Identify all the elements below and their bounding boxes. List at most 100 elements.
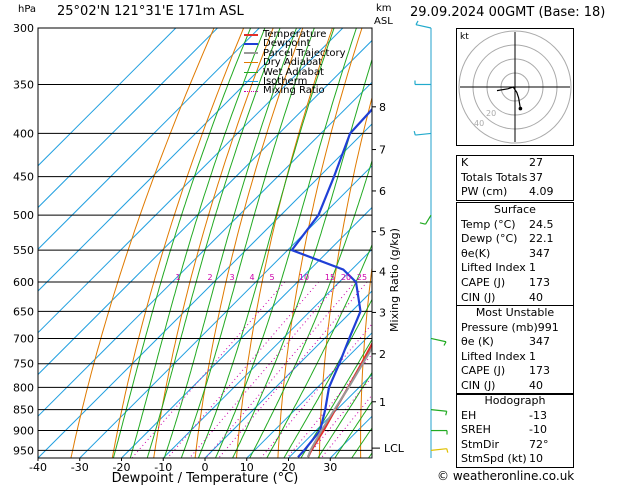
- wind-barb-flag: [443, 341, 447, 346]
- km-tick-label: 5: [379, 226, 386, 239]
- isotherm-line: [38, 28, 344, 334]
- wet-adiabat-line: [249, 159, 372, 458]
- isotherm-line: [79, 165, 372, 458]
- km-tick-label: 8: [379, 101, 386, 114]
- surface-row: Dewp (°C) 22.1: [461, 232, 554, 246]
- mixing-ratio-tick-label: 1: [175, 273, 180, 282]
- wind-barb-flag: [446, 448, 449, 453]
- pressure-tick-label: 500: [13, 209, 34, 222]
- legend-item-parcel: Parcel Trajectory: [244, 48, 346, 59]
- hodograph-kt-label: kt: [460, 32, 469, 42]
- wind-barb: [430, 448, 447, 451]
- mixing-ratio-line: [286, 353, 372, 458]
- dry-adiabat-line: [401, 28, 451, 458]
- x-tick-label: -40: [29, 461, 47, 474]
- surface-row: Temp (°C) 24.5: [461, 217, 554, 231]
- isotherm-line: [162, 248, 372, 458]
- dewpoint-profile: [290, 107, 372, 458]
- wet-adiabat-line: [146, 28, 281, 458]
- dry-adiabat-line: [236, 28, 333, 458]
- mu-row: CAPE (J) 173: [461, 364, 550, 378]
- surface-row: CIN (J) 40: [461, 290, 543, 304]
- wet-adiabat-line: [180, 28, 315, 458]
- mixing-ratio-line: [305, 376, 372, 458]
- index-row-tt: Totals Totals 37: [461, 170, 543, 184]
- isotherm-line: [38, 28, 218, 209]
- dry-adiabat-line: [277, 28, 363, 458]
- pressure-tick-label: 700: [13, 332, 34, 345]
- isotherm-line: [38, 28, 177, 167]
- x-tick-label: 20: [282, 461, 296, 474]
- legend-item-temperature: Temperature: [244, 29, 346, 40]
- mixing-ratio-tick-label: 10: [299, 273, 309, 282]
- hodo-row: StmSpd (kt) 10: [461, 452, 543, 466]
- wet-adiabat-line: [283, 298, 372, 458]
- dry-adiabat-line: [111, 28, 245, 458]
- mu-row: θe (K) 347: [461, 335, 550, 349]
- hodo-row: SREH -10: [461, 423, 547, 437]
- wind-barb-flag: [419, 222, 426, 225]
- pressure-tick-label: 850: [13, 404, 34, 417]
- hodograph-storm-marker: [518, 106, 523, 111]
- surface-row: Lifted Index 1: [461, 261, 536, 275]
- pressure-tick-label: 750: [13, 358, 34, 371]
- legend-item-dewpoint: Dewpoint: [244, 39, 346, 49]
- hodograph-ring: [458, 30, 572, 144]
- hodograph-ring-label: 40: [474, 119, 484, 128]
- mixing-ratio-line: [167, 281, 319, 458]
- isotherm-line: [246, 332, 372, 458]
- km-label: km: [376, 3, 392, 14]
- mixing-ratio-tick-label: 4: [249, 273, 254, 282]
- hodograph-table-title: Hodograph: [484, 394, 546, 407]
- mu-row: CIN (J) 40: [461, 378, 543, 392]
- pressure-tick-label: 350: [13, 78, 34, 91]
- temperature-profile: [307, 341, 372, 458]
- wet-adiabat-line: [334, 400, 372, 458]
- km-tick-label: 7: [379, 144, 386, 157]
- wind-barb: [415, 132, 432, 136]
- dry-adiabat-line: [619, 28, 629, 458]
- pressure-tick-label: 950: [13, 444, 34, 457]
- wind-barb-flag: [445, 411, 448, 416]
- dry-adiabat-line: [194, 28, 304, 458]
- surface-table: Surface Temp (°C) 24.5 Dewp (°C) 22.1 θe(K…: [456, 202, 574, 307]
- pressure-tick-label: 300: [13, 22, 34, 35]
- plot-area: [38, 28, 629, 458]
- wind-barb-flag: [415, 20, 419, 26]
- wet-adiabat-line: [300, 338, 372, 458]
- isotherm-line: [204, 290, 372, 458]
- dry-adiabat-line: [70, 28, 215, 458]
- surface-row: CAPE (J) 173: [461, 275, 550, 289]
- chart-legend: Temperature Dewpoint Parcel Trajectory D…: [244, 29, 346, 96]
- index-row-k: K 27: [461, 156, 543, 169]
- wet-adiabat-line: [129, 28, 266, 458]
- isotherm-line: [38, 123, 372, 458]
- km-tick-label: 3: [379, 306, 386, 319]
- lcl-label: LCL: [384, 442, 405, 455]
- x-tick-label: -30: [71, 461, 89, 474]
- pressure-tick-label: 600: [13, 276, 34, 289]
- pressure-tick-label: 900: [13, 425, 34, 438]
- pressure-unit-label: hPa: [18, 4, 37, 15]
- wet-adiabat-line: [214, 28, 357, 458]
- dry-adiabat-line: [318, 95, 372, 458]
- pressure-tick-label: 550: [13, 244, 34, 257]
- surface-row: θe(K) 347: [461, 246, 550, 260]
- x-tick-label: -10: [154, 461, 172, 474]
- isotherm-line: [121, 206, 372, 458]
- dry-adiabat-line: [585, 28, 609, 458]
- mixing-ratio-tick-label: 20: [341, 273, 351, 282]
- wind-barb: [430, 337, 447, 343]
- isotherm-line: [288, 373, 372, 458]
- legend-item-mixing-ratio: Mixing Ratio: [244, 86, 346, 96]
- km-tick-label: 1: [379, 396, 386, 409]
- indices-table: K 27 Totals Totals 37 PW (cm) 4.09: [456, 155, 574, 201]
- pressure-tick-label: 450: [13, 171, 34, 184]
- wind-barb: [430, 409, 447, 412]
- wind-barb: [415, 24, 432, 29]
- pressure-tick-label: 400: [13, 127, 34, 140]
- mixing-ratio-tick-label: 3: [229, 273, 234, 282]
- hodograph-trace: [496, 86, 521, 109]
